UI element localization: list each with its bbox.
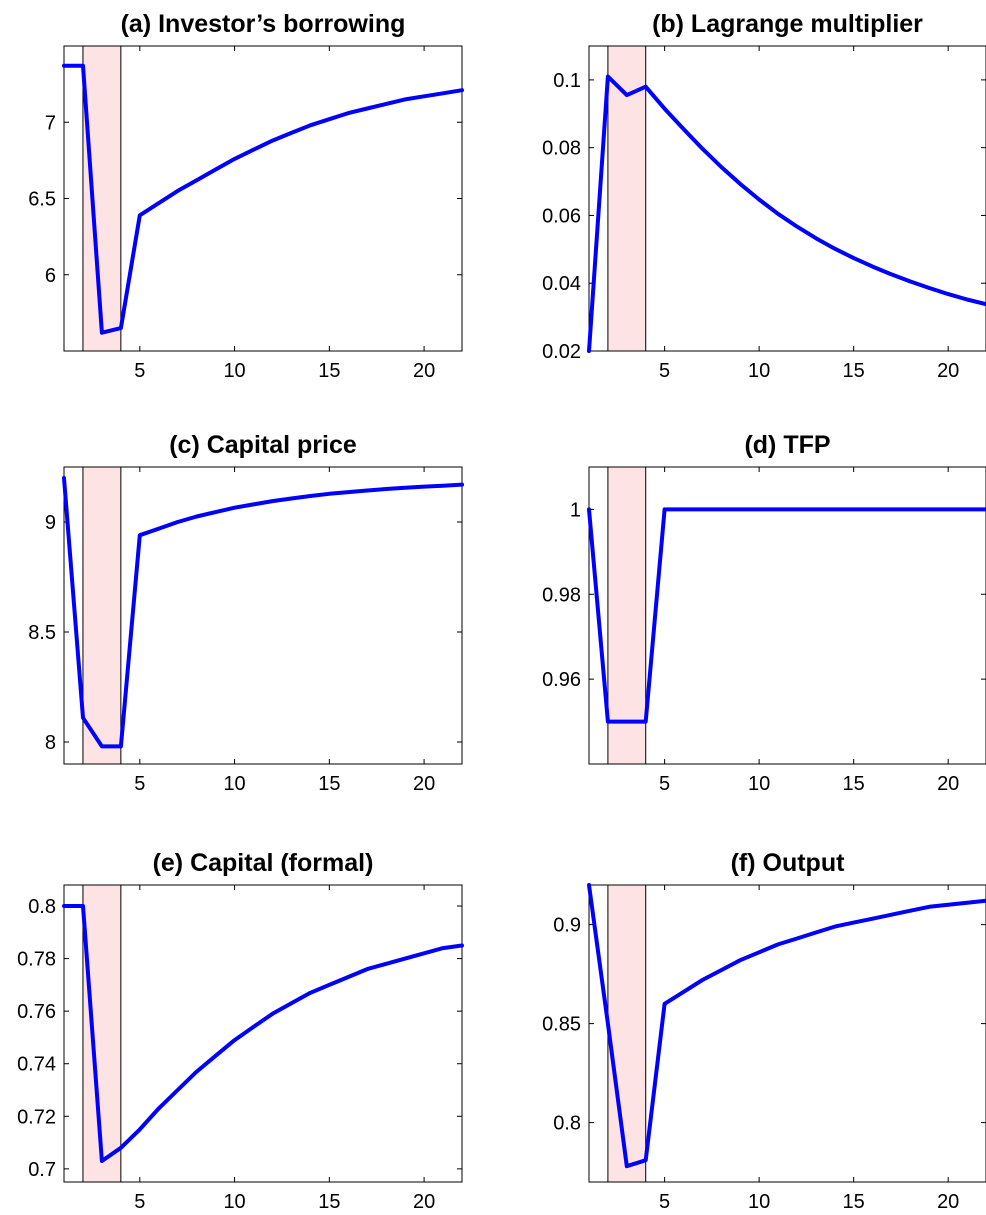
shaded-region: [607, 46, 646, 351]
shaded-region: [82, 885, 121, 1182]
y-tick-label: 0.04: [542, 273, 581, 295]
y-tick-label: 0.08: [542, 138, 581, 160]
x-tick-label: 15: [843, 1191, 865, 1213]
panel-title: (c) Capital price: [169, 431, 357, 459]
panel-title: (a) Investor’s borrowing: [121, 10, 406, 38]
x-tick-label: 10: [223, 773, 245, 795]
x-tick-label: 20: [937, 1191, 959, 1213]
x-tick-label: 10: [748, 1191, 770, 1213]
panel-5: 5 10 15 20 0.7 0.72 0.74 0.76 0.78 0.8 (e) Capital…: [17, 849, 464, 1213]
panel-title: (f) Output: [731, 849, 846, 877]
y-tick-label: 0.78: [17, 949, 56, 971]
y-tick-label: 9: [45, 512, 56, 534]
y-tick-label: 0.1: [553, 70, 581, 92]
x-tick-label: 20: [413, 773, 435, 795]
x-tick-label: 5: [134, 773, 145, 795]
y-tick-label: 1: [570, 499, 581, 521]
x-tick-label: 15: [843, 773, 865, 795]
y-tick-label: 8.5: [28, 622, 56, 644]
axes-box: [63, 466, 463, 765]
x-tick-label: 10: [748, 773, 770, 795]
x-tick-label: 20: [413, 1191, 435, 1213]
series-line: [62, 63, 464, 335]
x-tick-label: 20: [937, 360, 959, 382]
shaded-region: [82, 467, 121, 764]
y-tick-label: 0.06: [542, 205, 581, 227]
y-tick-label: 0.7: [28, 1159, 56, 1181]
x-tick-label: 5: [659, 360, 670, 382]
panel-title: (e) Capital (formal): [153, 849, 374, 877]
shaded-region: [82, 46, 121, 351]
x-tick-label: 5: [659, 1191, 670, 1213]
x-tick-label: 15: [843, 360, 865, 382]
series-line: [587, 883, 986, 1169]
x-tick-label: 20: [937, 773, 959, 795]
y-tick-label: 0.9: [553, 915, 581, 937]
shaded-region: [607, 885, 646, 1182]
y-tick-label: 6.5: [28, 189, 56, 211]
series-line: [587, 507, 986, 724]
series-line: [62, 904, 464, 1163]
y-tick-label: 8: [45, 732, 56, 754]
y-tick-label: 0.85: [542, 1014, 581, 1036]
shaded-region: [607, 467, 646, 764]
panel-4: 5 10 15 20 0.96 0.98 1 (d) TFP: [542, 431, 986, 795]
y-tick-label: 0.76: [17, 1001, 56, 1023]
x-tick-label: 20: [413, 360, 435, 382]
panel-1: 5 10 15 20 6 6.5 7 (a) Investor’s borrowing: [28, 10, 464, 382]
y-tick-label: 0.8: [553, 1113, 581, 1135]
y-tick-label: 7: [45, 112, 56, 134]
x-tick-label: 15: [318, 360, 340, 382]
x-tick-label: 10: [223, 1191, 245, 1213]
axes-box: [63, 884, 463, 1183]
series-line: [587, 74, 986, 353]
y-tick-label: 0.96: [542, 669, 581, 691]
x-tick-label: 5: [659, 773, 670, 795]
panel-6: 5 10 15 20 0.8 0.85 0.9 (f) Output: [542, 849, 986, 1213]
y-tick-label: 0.02: [542, 341, 581, 363]
y-tick-label: 0.98: [542, 584, 581, 606]
y-tick-label: 0.74: [17, 1054, 56, 1076]
axes-box: [588, 45, 986, 352]
x-tick-label: 5: [134, 360, 145, 382]
x-tick-label: 5: [134, 1191, 145, 1213]
panel-3: 5 10 15 20 8 8.5 9 (c) Capital price: [28, 431, 464, 795]
x-tick-label: 15: [318, 773, 340, 795]
axes-box: [588, 466, 986, 765]
axes-box: [588, 884, 986, 1183]
x-tick-label: 10: [223, 360, 245, 382]
x-tick-label: 10: [748, 360, 770, 382]
panel-title: (d) TFP: [744, 431, 830, 459]
series-line: [62, 476, 464, 749]
y-tick-label: 0.8: [28, 896, 56, 918]
y-tick-label: 6: [45, 265, 56, 287]
panel-2: 5 10 15 20 0.02 0.04 0.06 0.08 0.1 (b) Lagrange m…: [542, 10, 986, 382]
x-tick-label: 15: [318, 1191, 340, 1213]
y-tick-label: 0.72: [17, 1106, 56, 1128]
panel-title: (b) Lagrange multiplier: [652, 10, 923, 38]
